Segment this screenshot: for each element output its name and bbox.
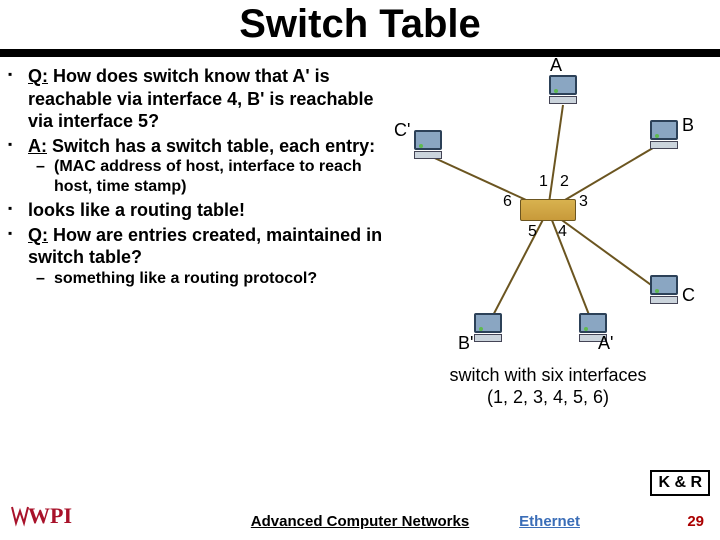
bullet-2: A: Switch has a switch table, each entry…	[8, 135, 398, 198]
bullet-4: Q: How are entries created, maintained i…	[8, 224, 398, 289]
kr-box: K & R	[650, 470, 710, 496]
bullet-2-text: Switch has a switch table, each entry:	[47, 136, 375, 156]
q-label-1: Q:	[28, 66, 48, 86]
caption-line-1: switch with six interfaces	[449, 365, 646, 385]
q-label-2: Q:	[28, 225, 48, 245]
footer-center-text: Advanced Computer Networks	[251, 513, 469, 530]
host-a-prime-label: A'	[598, 333, 613, 354]
host-b-prime	[468, 313, 508, 345]
left-column: Q: How does switch know that A' is reach…	[8, 65, 398, 375]
host-b-prime-label: B'	[458, 333, 473, 354]
network-diagram: A B C A' B' C' 1 2 3 4 5 6 switch with s…	[398, 65, 698, 375]
port-6: 6	[503, 193, 512, 211]
sub-bullet-1: (MAC address of host, interface to reach…	[36, 157, 398, 197]
port-5: 5	[528, 223, 537, 241]
bullet-3: looks like a routing table!	[8, 199, 398, 222]
switch-icon	[520, 199, 576, 221]
port-1: 1	[539, 173, 548, 191]
port-4: 4	[558, 223, 567, 241]
bullet-3-text: looks like a routing table!	[28, 200, 245, 220]
port-3: 3	[579, 193, 588, 211]
a-label: A:	[28, 136, 47, 156]
slide-title: Switch Table	[0, 0, 720, 47]
footer-center: Advanced Computer Networks	[0, 513, 720, 530]
caption-line-2: (1, 2, 3, 4, 5, 6)	[487, 387, 609, 407]
diagram-caption: switch with six interfaces (1, 2, 3, 4, …	[398, 365, 698, 408]
content-area: Q: How does switch know that A' is reach…	[0, 57, 720, 375]
page-number: 29	[687, 513, 704, 530]
bullet-4-text: How are entries created, maintained in s…	[28, 225, 382, 268]
host-c-prime	[408, 130, 448, 162]
footer: WPI Advanced Computer Networks Ethernet …	[0, 500, 720, 540]
bullet-1: Q: How does switch know that A' is reach…	[8, 65, 398, 133]
host-c-label: C	[682, 285, 695, 306]
host-c-prime-label: C'	[394, 120, 410, 141]
right-column: A B C A' B' C' 1 2 3 4 5 6 switch with s…	[398, 65, 698, 375]
host-b	[644, 120, 684, 152]
bullet-1-text: How does switch know that A' is reachabl…	[28, 66, 373, 131]
host-b-label: B	[682, 115, 694, 136]
sub-list-1: (MAC address of host, interface to reach…	[36, 157, 398, 197]
bullet-list: Q: How does switch know that A' is reach…	[8, 65, 398, 289]
title-underline	[0, 49, 720, 57]
sub-list-2: something like a routing protocol?	[36, 269, 398, 289]
port-2: 2	[560, 173, 569, 191]
host-a	[543, 75, 583, 107]
host-a-label: A	[550, 55, 562, 76]
host-c	[644, 275, 684, 307]
sub-bullet-2: something like a routing protocol?	[36, 269, 398, 289]
footer-link: Ethernet	[519, 513, 580, 530]
